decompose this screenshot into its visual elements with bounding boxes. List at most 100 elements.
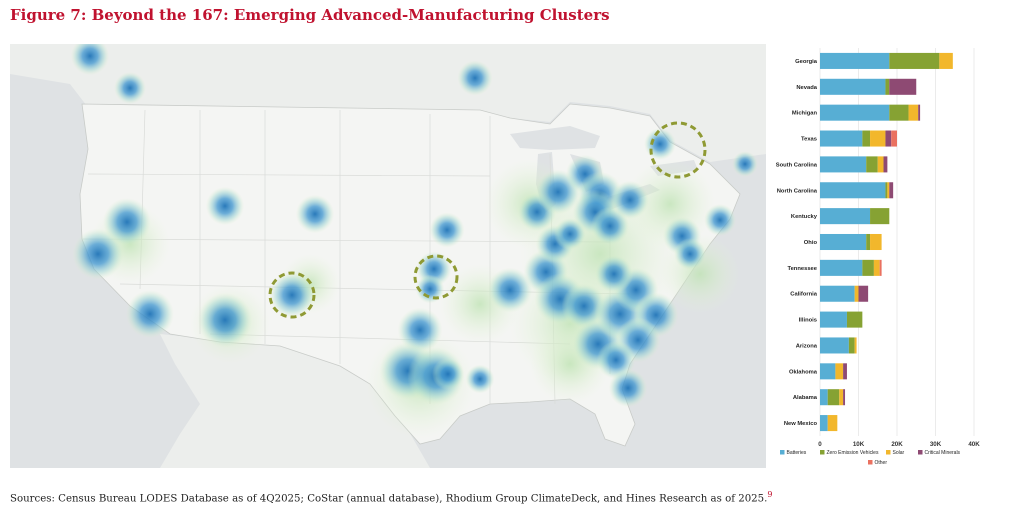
- source-text: Sources: Census Bureau LODES Database as…: [10, 493, 768, 505]
- bar-segment-solar: [873, 259, 880, 276]
- heat-spot: [487, 267, 533, 313]
- heat-spot: [205, 186, 245, 226]
- mexico-land: [160, 334, 430, 468]
- x-tick-label: 20K: [891, 441, 903, 448]
- category-label: Georgia: [795, 59, 818, 65]
- heat-spot: [608, 368, 648, 408]
- heat-spot: [126, 290, 174, 338]
- heat-spot: [432, 358, 464, 390]
- bar-segment-batteries: [820, 78, 886, 95]
- heat-spot: [590, 206, 630, 246]
- bar-segment-solar: [939, 52, 953, 69]
- heat-spot: [674, 238, 706, 270]
- cluster-heat-map: [10, 44, 766, 468]
- bar-segment-zero-emission-vehicles: [827, 389, 840, 406]
- bar-segment-solar: [835, 363, 844, 380]
- category-label: Tennessee: [787, 266, 817, 272]
- bar-segment-zero-emission-vehicles: [848, 337, 855, 354]
- heat-spot: [644, 128, 676, 160]
- bar-segment-batteries: [820, 363, 836, 380]
- legend-label: Zero Emission Vehicles: [827, 450, 879, 456]
- bar-segment-critical-minerals: [843, 363, 847, 380]
- bar-segment-zero-emission-vehicles: [885, 182, 888, 199]
- category-label: California: [790, 292, 818, 298]
- bar-segment-critical-minerals: [885, 130, 892, 147]
- legend-label: Solar: [893, 450, 905, 456]
- bar-segment-batteries: [820, 130, 863, 147]
- bar-segment-batteries: [820, 208, 871, 225]
- bar-segment-solar: [839, 389, 844, 406]
- bar-segment-solar: [870, 233, 882, 251]
- bar-segment-solar: [908, 104, 919, 121]
- legend-swatch: [886, 450, 891, 455]
- bar-segment-zero-emission-vehicles: [870, 208, 890, 225]
- heat-spot: [70, 44, 110, 76]
- bar-segment-critical-minerals: [883, 156, 888, 173]
- category-label: Illinois: [799, 318, 817, 324]
- legend-label: Critical Minerals: [925, 450, 961, 456]
- bar-segment-solar: [854, 337, 857, 354]
- bar-segment-batteries: [820, 285, 855, 302]
- heat-spot: [397, 307, 443, 353]
- source-note: Sources: Census Bureau LODES Database as…: [10, 490, 772, 504]
- x-tick-label: 10K: [853, 441, 865, 448]
- heat-spot: [415, 274, 445, 304]
- emerging-cluster-circle: [649, 121, 707, 179]
- category-label: Ohio: [804, 240, 818, 246]
- emerging-cluster-circle: [413, 254, 459, 300]
- bar-segment-critical-minerals: [889, 78, 917, 95]
- bar-segment-zero-emission-vehicles: [885, 78, 890, 95]
- category-label: Michigan: [792, 111, 818, 117]
- bar-segment-batteries: [820, 337, 849, 354]
- bar-segment-solar: [870, 130, 886, 147]
- heat-spot: [465, 364, 495, 394]
- bar-segment-solar: [887, 182, 890, 199]
- canada-land: [10, 44, 766, 162]
- bar-segment-batteries: [820, 52, 890, 69]
- legend-swatch: [868, 460, 873, 465]
- heat-spot: [610, 180, 650, 220]
- emerging-cluster-circle: [268, 271, 316, 319]
- x-tick-label: 0: [818, 441, 822, 448]
- source-footnote-mark: 9: [767, 490, 773, 499]
- heat-spot: [103, 198, 151, 246]
- category-label: Alabama: [793, 395, 818, 401]
- bar-segment-critical-minerals: [889, 182, 894, 199]
- bar-segment-batteries: [820, 182, 886, 199]
- heat-spot: [114, 72, 146, 104]
- heat-spot: [295, 194, 335, 234]
- heat-spot: [269, 272, 315, 318]
- bar-segment-batteries: [820, 311, 847, 328]
- category-label: Texas: [801, 137, 817, 143]
- bar-segment-zero-emission-vehicles: [866, 233, 871, 251]
- figure-title: Figure 7: Beyond the 167: Emerging Advan…: [10, 6, 610, 24]
- heat-spot: [732, 151, 758, 177]
- heat-spot: [72, 228, 124, 280]
- bar-segment-solar: [877, 156, 884, 173]
- category-label: Nevada: [796, 85, 817, 91]
- category-label: South Carolina: [776, 162, 818, 168]
- legend-swatch: [780, 450, 785, 455]
- bar-segment-critical-minerals: [918, 104, 921, 121]
- bar-segment-batteries: [820, 104, 890, 121]
- bar-segment-zero-emission-vehicles: [862, 130, 871, 147]
- bar-chart-svg: 0 10K 20K 30K 40K Georgia Nevada Michigan Texas S…: [772, 44, 1012, 468]
- bar-segment-batteries: [820, 259, 863, 276]
- category-label: New Mexico: [784, 421, 818, 427]
- heat-spot: [594, 254, 634, 294]
- heat-spot: [197, 292, 253, 348]
- us-map-svg: [10, 44, 766, 468]
- x-tick-label: 30K: [930, 441, 942, 448]
- x-tick-label: 40K: [968, 441, 980, 448]
- bar-segment-solar: [854, 285, 859, 302]
- bar-segment-critical-minerals: [843, 389, 846, 406]
- heat-spots: [70, 44, 758, 439]
- heat-spot: [554, 218, 586, 250]
- cluster-bar-chart: 0 10K 20K 30K 40K Georgia Nevada Michigan Texas S…: [772, 44, 1012, 468]
- bar-segment-other: [879, 259, 882, 276]
- bar-segment-solar: [827, 415, 838, 432]
- category-label: Oklahoma: [789, 369, 818, 375]
- category-label: Arizona: [796, 343, 818, 349]
- legend-swatch: [820, 450, 825, 455]
- bar-segment-zero-emission-vehicles: [846, 311, 863, 328]
